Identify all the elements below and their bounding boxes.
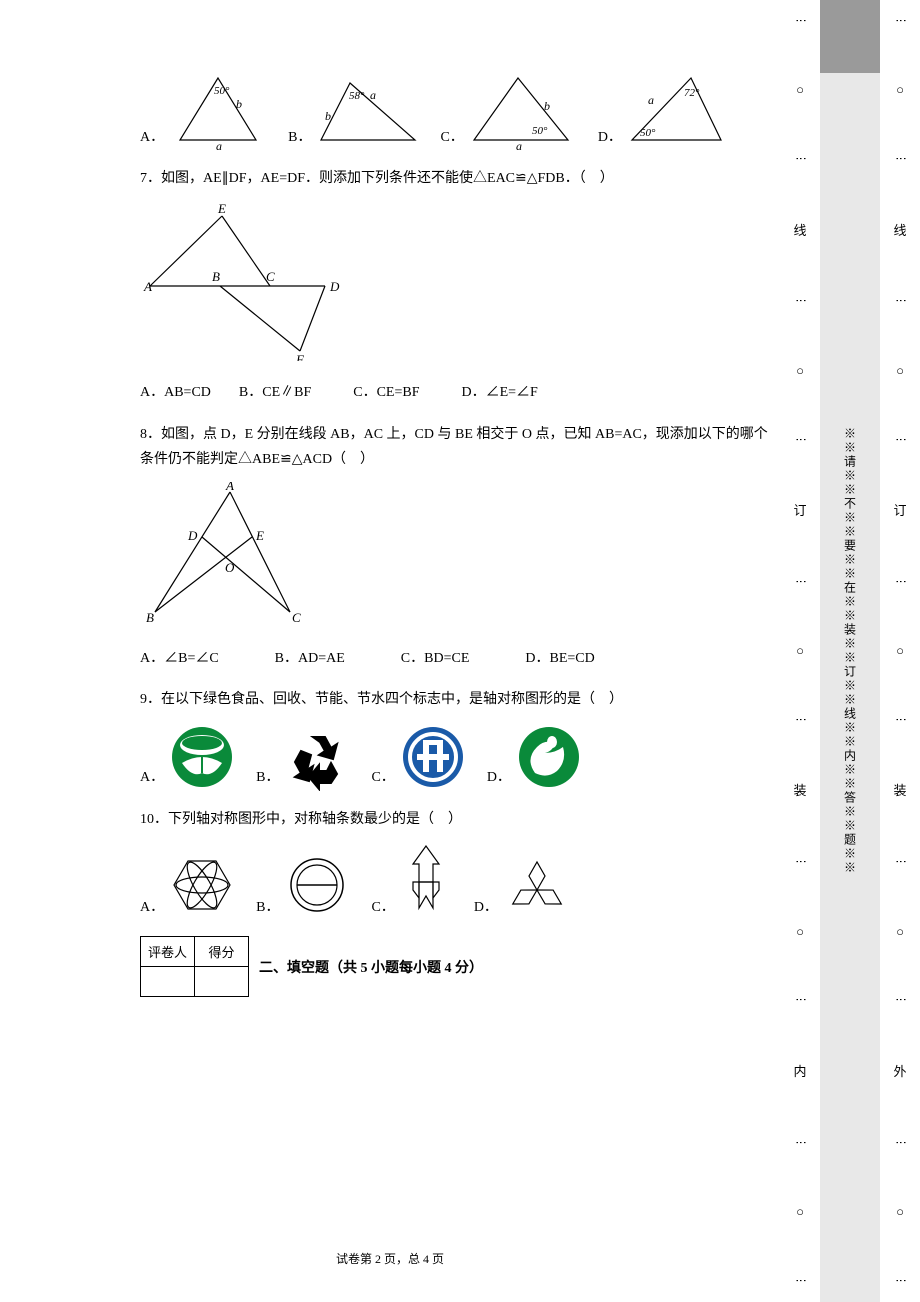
energy-saving-logo-icon [399, 723, 467, 791]
svg-text:b: b [544, 99, 550, 113]
option-10d: D． [474, 850, 572, 920]
question-8: 8．如图，点 D，E 分别在线段 AB，AC 上，CD 与 BE 相交于 O 点… [140, 422, 780, 672]
binding-label: 外 [893, 1062, 906, 1082]
option-9c: C． [371, 723, 466, 791]
binding-label: 内 [793, 1062, 806, 1082]
triangle-c-icon: b 50° a [468, 70, 578, 150]
option-6a: A． 50° b a [140, 70, 268, 150]
svg-text:A: A [225, 482, 234, 493]
option-label: B． [256, 895, 279, 920]
score-table-header: 得分 [195, 936, 249, 966]
svg-text:D: D [329, 279, 340, 294]
svg-text:C: C [292, 610, 301, 625]
triangle-b-icon: 58° a b [315, 75, 420, 150]
binding-margin-inner: ⋮○⋮ 线 ⋮○⋮ 订 ⋮○⋮ 装 ⋮○⋮ 内 ⋮○⋮ [780, 0, 820, 1302]
binding-label: 订 [893, 501, 906, 521]
angle-label: 50° [214, 85, 230, 97]
svg-text:B: B [146, 610, 154, 625]
arrow-shape-icon [399, 842, 454, 920]
triangle-a-icon: 50° b a [168, 70, 268, 150]
svg-text:C: C [266, 269, 275, 284]
option-10b: B． [256, 850, 351, 920]
svg-text:F: F [295, 352, 305, 361]
q8-figure-icon: A D E O B C [140, 482, 330, 627]
option-label: A． [140, 125, 164, 150]
option-label: C． [371, 765, 394, 790]
option-label: B． [256, 765, 279, 790]
option-9d: D． [487, 723, 583, 791]
option-10a: A． [140, 850, 236, 920]
question-text: 10．下列轴对称图形中，对称轴条数最少的是（ ） [140, 807, 780, 832]
q7-figure-icon: A B C D E F [140, 201, 360, 361]
binding-margin-outer: ⋮○⋮ 线 ⋮○⋮ 订 ⋮○⋮ 装 ⋮○⋮ 外 ⋮○⋮ [880, 0, 920, 1302]
binding-gray-column: ※※请※※不※※要※※在※※装※※订※※线※※内※※答※※题※※ [820, 0, 880, 1302]
svg-text:B: B [212, 269, 220, 284]
option-label: C． [440, 125, 463, 150]
binding-gray-top [820, 0, 880, 73]
score-table-header: 评卷人 [141, 936, 195, 966]
svg-text:58°: 58° [349, 90, 365, 102]
binding-label: 线 [793, 221, 806, 241]
option-6d: D． a 72° 50° [598, 70, 726, 150]
option-9a: A． [140, 723, 236, 791]
score-table-cell[interactable] [141, 966, 195, 996]
svg-text:E: E [255, 528, 264, 543]
svg-text:a: a [216, 139, 222, 150]
question-9: 9．在以下绿色食品、回收、节能、节水四个标志中，是轴对称图形的是（ ） A． B… [140, 687, 780, 790]
binding-warning-text: ※※请※※不※※要※※在※※装※※订※※线※※内※※答※※题※※ [842, 427, 859, 875]
option-label: B． [288, 125, 311, 150]
svg-text:D: D [187, 528, 198, 543]
option-9b: B． [256, 723, 351, 791]
tri-diamond-icon [502, 850, 572, 920]
svg-text:a: a [648, 93, 654, 107]
option-6c: C． b 50° a [440, 70, 577, 150]
svg-text:b: b [236, 97, 242, 111]
option-label: D． [487, 765, 511, 790]
binding-label: 线 [893, 221, 906, 241]
svg-text:A: A [143, 279, 152, 294]
question-text: 9．在以下绿色食品、回收、节能、节水四个标志中，是轴对称图形的是（ ） [140, 687, 780, 712]
binding-label: 装 [793, 781, 806, 801]
binding-label: 装 [893, 781, 906, 801]
section-title: 二、填空题（共 5 小题每小题 4 分） [259, 961, 483, 976]
option-6b: B． 58° a b [288, 75, 420, 150]
question-10: 10．下列轴对称图形中，对称轴条数最少的是（ ） A． B． [140, 807, 780, 920]
option-label: A． [140, 765, 164, 790]
hexagon-flower-icon [168, 850, 236, 920]
svg-text:a: a [516, 139, 522, 150]
water-saving-logo-icon [515, 723, 583, 791]
option-label: D． [598, 125, 622, 150]
svg-text:72°: 72° [684, 87, 700, 99]
question-text: 8．如图，点 D，E 分别在线段 AB，AC 上，CD 与 BE 相交于 O 点… [140, 422, 780, 472]
options-text: A．∠B=∠C B．AD=AE C．BD=CE D．BE=CD [140, 646, 780, 671]
triangle-d-icon: a 72° 50° [626, 70, 726, 150]
option-label: D． [474, 895, 498, 920]
binding-label: 订 [793, 501, 806, 521]
section-2-header: 评卷人 得分 二、填空题（共 5 小题每小题 4 分） [140, 936, 780, 1001]
svg-text:50°: 50° [532, 125, 548, 137]
svg-text:50°: 50° [640, 127, 656, 139]
option-label: A． [140, 895, 164, 920]
svg-text:a: a [370, 88, 376, 102]
svg-text:E: E [217, 201, 226, 216]
question-6-options: A． 50° b a B． 58° a b C． [140, 70, 780, 150]
option-label: C． [371, 895, 394, 920]
score-table-cell[interactable] [195, 966, 249, 996]
score-table: 评卷人 得分 [140, 936, 249, 997]
circle-bar-icon [283, 850, 351, 920]
options-text: A．AB=CD B．CE∥BF C．CE=BF D．∠E=∠F [140, 380, 780, 405]
question-7: 7．如图，AE∥DF，AE=DF．则添加下列条件还不能使△EAC≌△FDB．（ … [140, 166, 780, 406]
svg-text:O: O [225, 560, 235, 575]
option-10c: C． [371, 842, 453, 920]
recycle-logo-icon [283, 723, 351, 791]
question-text: 7．如图，AE∥DF，AE=DF．则添加下列条件还不能使△EAC≌△FDB．（ … [140, 166, 780, 191]
svg-text:b: b [325, 109, 331, 123]
green-food-logo-icon [168, 723, 236, 791]
page-content: A． 50° b a B． 58° a b C． [0, 0, 780, 1021]
binding-region: ⋮○⋮ 线 ⋮○⋮ 订 ⋮○⋮ 装 ⋮○⋮ 内 ⋮○⋮ ※※请※※不※※要※※在… [780, 0, 920, 1302]
page-footer: 试卷第 2 页，总 4 页 [0, 1250, 780, 1267]
